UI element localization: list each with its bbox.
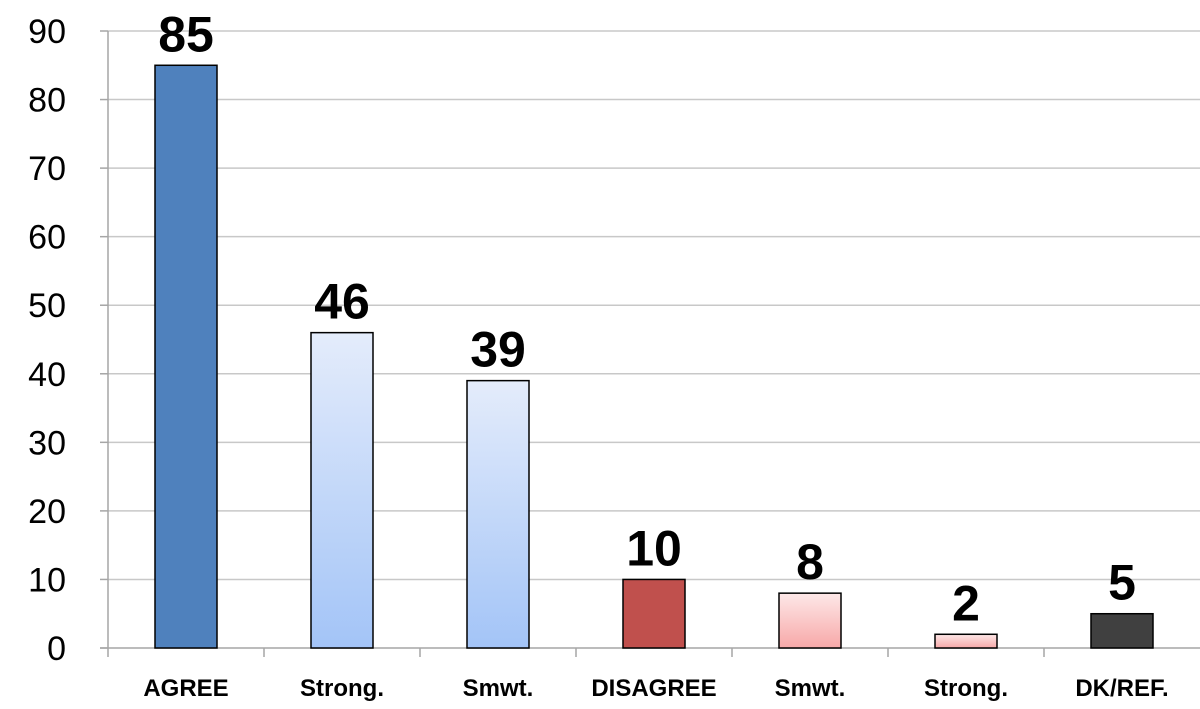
- x-tick-label: Strong.: [300, 675, 384, 702]
- x-tick-label: DK/REF.: [1075, 675, 1168, 702]
- y-tick-label: 10: [28, 561, 66, 599]
- y-tick-label: 40: [28, 356, 66, 394]
- bar-strong-: [310, 331, 374, 649]
- x-tick-label: DISAGREE: [591, 675, 716, 702]
- y-tick-label: 60: [28, 219, 66, 257]
- y-tick-label: 20: [28, 493, 66, 531]
- data-label: 5: [1108, 555, 1136, 611]
- bars: [154, 64, 1154, 649]
- x-tick-label: Strong.: [924, 675, 1008, 702]
- bar-agree: [154, 64, 218, 649]
- y-axis-tick-labels: 0 10 20 30 40 50 60 70 80 90: [28, 13, 66, 668]
- bar-disagree: [622, 578, 686, 649]
- data-labels: 85 46 39 10 8 2 5: [158, 6, 1136, 631]
- x-axis-tick-labels: AGREE Strong. Smwt. DISAGREE Smwt. Strong. DK/…: [143, 675, 1168, 702]
- y-tick-label: 50: [28, 287, 66, 325]
- data-label: 8: [796, 534, 824, 590]
- y-tick-label: 70: [28, 150, 66, 188]
- bar-smwt-: [466, 379, 530, 649]
- y-tick-label: 30: [28, 424, 66, 462]
- y-tick-label: 0: [47, 630, 66, 668]
- x-tick-label: AGREE: [143, 675, 228, 702]
- gridlines: [108, 30, 1200, 581]
- bar-strong-: [934, 633, 998, 649]
- data-label: 2: [952, 575, 980, 631]
- data-label: 10: [626, 520, 682, 576]
- data-label: 39: [470, 322, 526, 378]
- x-tick-label: Smwt.: [463, 675, 534, 702]
- x-tick-label: Smwt.: [775, 675, 846, 702]
- bar-smwt-: [778, 592, 842, 649]
- y-tick-label: 80: [28, 82, 66, 120]
- y-tick-label: 90: [28, 13, 66, 51]
- bar-dk-ref-: [1090, 612, 1154, 649]
- data-label: 46: [314, 274, 370, 330]
- data-label: 85: [158, 6, 214, 62]
